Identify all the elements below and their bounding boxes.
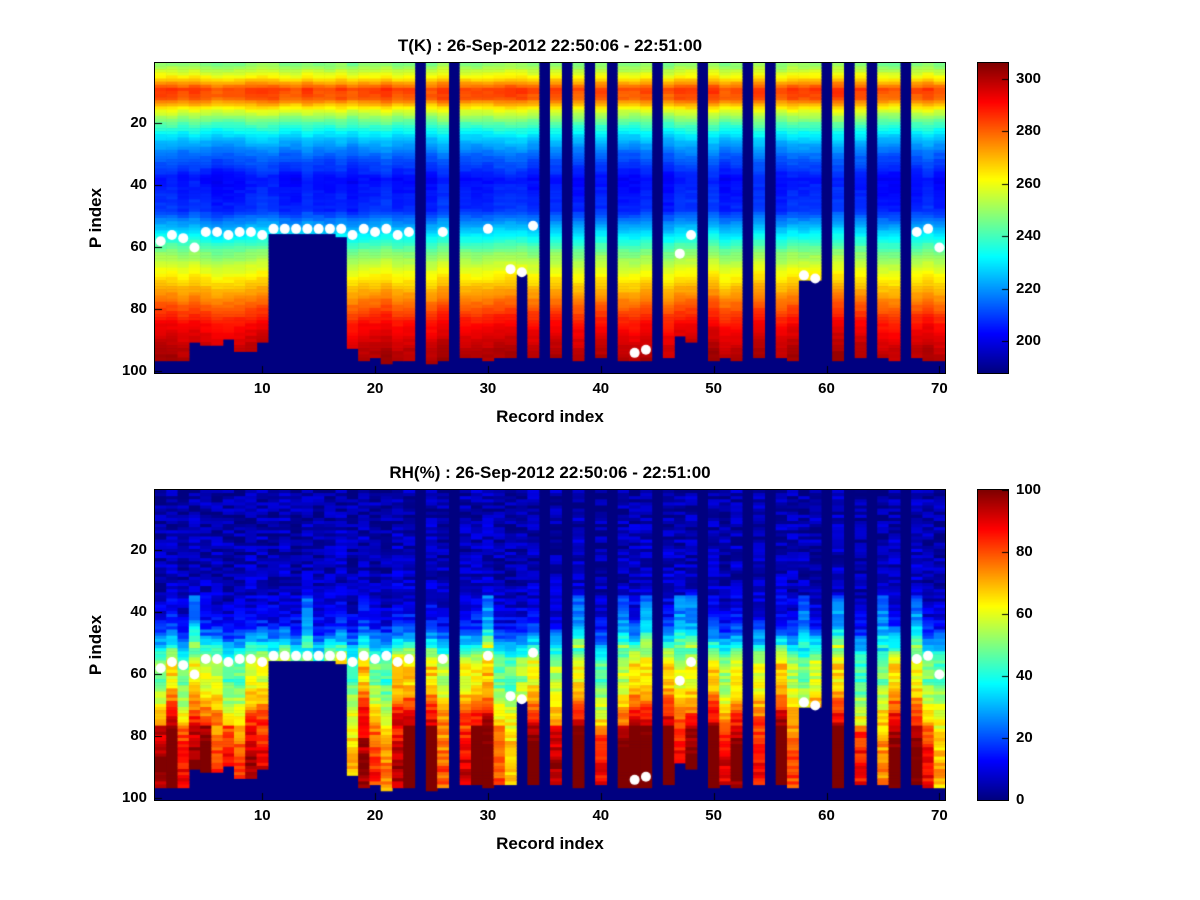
- y-tick-label: 80: [130, 727, 147, 745]
- x-tick-label: 50: [705, 807, 722, 824]
- colorbar-tick-label: 220: [1016, 279, 1042, 297]
- x-tick-label: 20: [366, 807, 384, 824]
- humidity-colorbar-canvas: [977, 489, 1009, 801]
- x-tick-label: 40: [592, 380, 610, 397]
- x-tick-label: 20: [366, 380, 384, 397]
- colorbar-tick-label: 300: [1016, 69, 1042, 87]
- colorbar-tick-label: 200: [1016, 332, 1042, 350]
- y-tick-label: 20: [130, 114, 147, 132]
- y-tick-label: 40: [130, 176, 147, 194]
- chart-title-temperature: T(K) : 26-Sep-2012 22:50:06 - 22:51:00: [397, 36, 703, 55]
- x-tick-label: 60: [818, 807, 835, 824]
- colorbar-tick-label: 280: [1016, 122, 1042, 140]
- x-tick-label: 10: [253, 380, 271, 397]
- y-tick-label: 60: [130, 665, 147, 683]
- y-tick-label: 100: [121, 362, 147, 380]
- humidity-heatmap-canvas: [154, 489, 946, 801]
- y-tick-label: 80: [130, 300, 147, 318]
- colorbar-tick-label: 0: [1016, 791, 1025, 808]
- y-tick-label: 100: [121, 789, 147, 807]
- x-tick-label: 10: [253, 807, 271, 824]
- colorbar-tick-label: 100: [1016, 481, 1042, 498]
- x-tick-label: 60: [818, 380, 835, 397]
- colorbar-tick-label: 20: [1016, 729, 1033, 746]
- colorbar-tick-label: 80: [1016, 543, 1033, 560]
- x-tick-label: 40: [592, 807, 610, 824]
- x-tick-label: 30: [479, 380, 497, 397]
- chart-title-humidity: RH(%) : 26-Sep-2012 22:50:06 - 22:51:00: [389, 463, 711, 482]
- colorbar-tick-label: 260: [1016, 174, 1042, 192]
- temperature-heatmap-canvas: [154, 62, 946, 374]
- x-tick-label: 70: [931, 380, 948, 397]
- colorbar-tick-label: 60: [1016, 605, 1033, 622]
- x-tick-label: 50: [705, 380, 722, 397]
- temperature-colorbar-canvas: [977, 62, 1009, 374]
- x-tick-label: 30: [479, 807, 497, 824]
- temperature-x-axis-label: Record index: [496, 407, 604, 426]
- humidity-x-axis-label: Record index: [496, 834, 604, 853]
- y-tick-label: 60: [130, 238, 147, 256]
- colorbar-tick-label: 40: [1016, 667, 1033, 684]
- y-tick-label: 40: [130, 603, 147, 621]
- x-tick-label: 70: [931, 807, 948, 824]
- colorbar-tick-label: 240: [1016, 227, 1042, 245]
- y-tick-label: 20: [130, 541, 147, 559]
